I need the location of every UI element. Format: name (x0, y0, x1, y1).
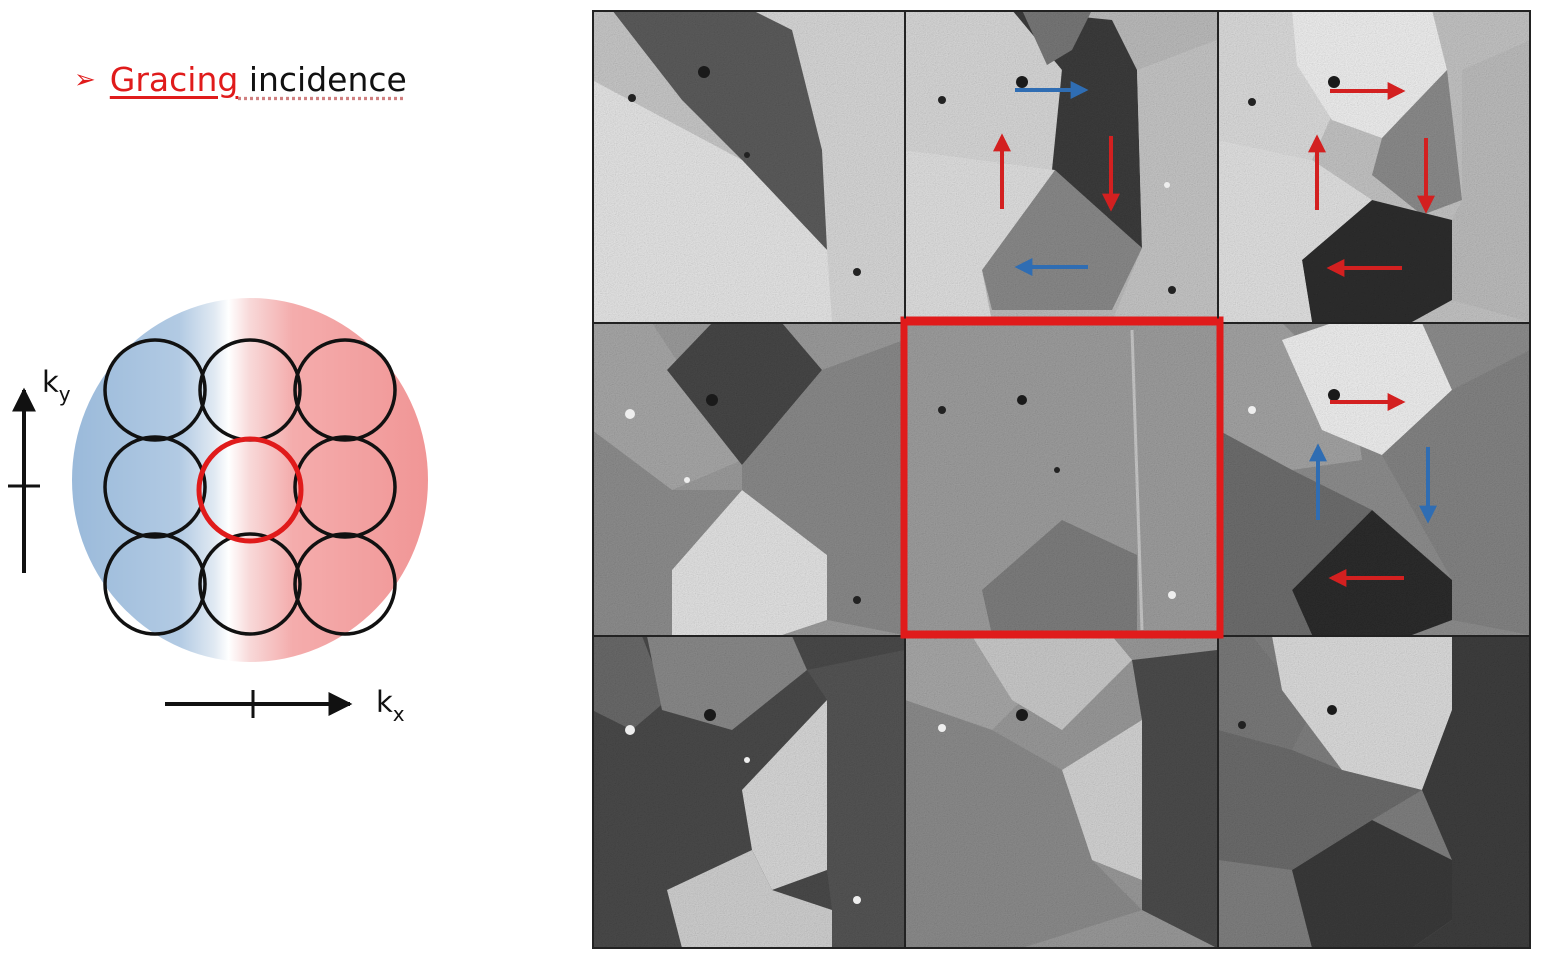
panel-bottom-center (905, 636, 1217, 948)
title-rest: incidence (238, 60, 407, 99)
aperture-circle (103, 532, 207, 636)
panel-middle-left (592, 323, 904, 635)
selected-aperture-circle (196, 436, 304, 544)
selected-panel-frame-overlay (900, 318, 1224, 639)
panel-top-left (592, 10, 904, 322)
slide-title: ➢ Gracing incidence (74, 60, 407, 99)
aperture-circle (293, 338, 397, 442)
title-highlight: Gracing (109, 60, 239, 99)
panel-bottom-right (1218, 636, 1530, 948)
panel-top-right (1218, 10, 1530, 322)
aperture-circle (198, 532, 302, 636)
k-space-diagram: ky kx (8, 298, 428, 726)
aperture-circle (103, 435, 207, 539)
image-grid (592, 10, 1531, 949)
panel-top-center (905, 10, 1217, 322)
panel-bottom-left (592, 636, 904, 948)
aperture-circle (293, 532, 397, 636)
aperture-circle (103, 338, 207, 442)
kx-label: kx (376, 685, 405, 726)
aperture-circle (293, 435, 397, 539)
panel-middle-center (905, 323, 1217, 635)
ky-label: ky (42, 365, 71, 406)
aperture-circles (103, 338, 397, 636)
momentum-disc (72, 298, 428, 662)
panel-middle-right (1218, 323, 1530, 635)
arrow-bullet-icon: ➢ (74, 65, 96, 95)
